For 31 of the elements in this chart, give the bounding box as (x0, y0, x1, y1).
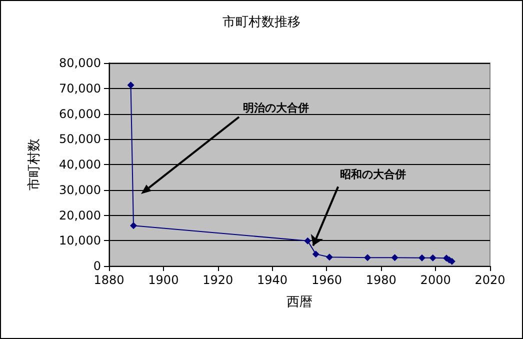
point (326, 254, 333, 261)
y-tick-label: 0 (93, 259, 101, 273)
x-tick-label: 2000 (420, 273, 451, 287)
y-tick-label: 30,000 (59, 182, 101, 197)
x-tick-label: 1900 (148, 273, 179, 287)
point (391, 254, 398, 262)
point (127, 82, 134, 89)
chart-title: 市町村数推移 (222, 15, 300, 30)
y-tick-label: 40,000 (59, 158, 101, 172)
y-tick-label: 20,000 (59, 208, 101, 222)
y-axis-title: 市町村数 (27, 138, 42, 190)
x-tick-label: 1980 (366, 273, 396, 287)
y-tick-label: 80,000 (59, 56, 101, 70)
point (418, 254, 426, 262)
annotation: 明治の大合併 (243, 102, 309, 114)
x-tick-label: 2020 (474, 273, 506, 287)
point (312, 250, 320, 258)
point (429, 254, 436, 262)
y-tick-label: 70,000 (59, 81, 101, 96)
x-tick-label: 1960 (311, 273, 342, 287)
x-tick-label: 1880 (94, 273, 124, 287)
point (304, 237, 312, 244)
x-tick-label: 1940 (257, 273, 288, 287)
x-axis-title: 西暦 (286, 295, 312, 310)
point (130, 222, 137, 230)
y-tick-label: 10,000 (59, 234, 101, 248)
y-tick-label: 50,000 (59, 132, 101, 146)
point (364, 254, 372, 262)
y-tick-label: 60,000 (59, 106, 101, 121)
x-tick-label: 1920 (202, 273, 234, 287)
annotation: 昭和の大合併 (340, 168, 406, 182)
